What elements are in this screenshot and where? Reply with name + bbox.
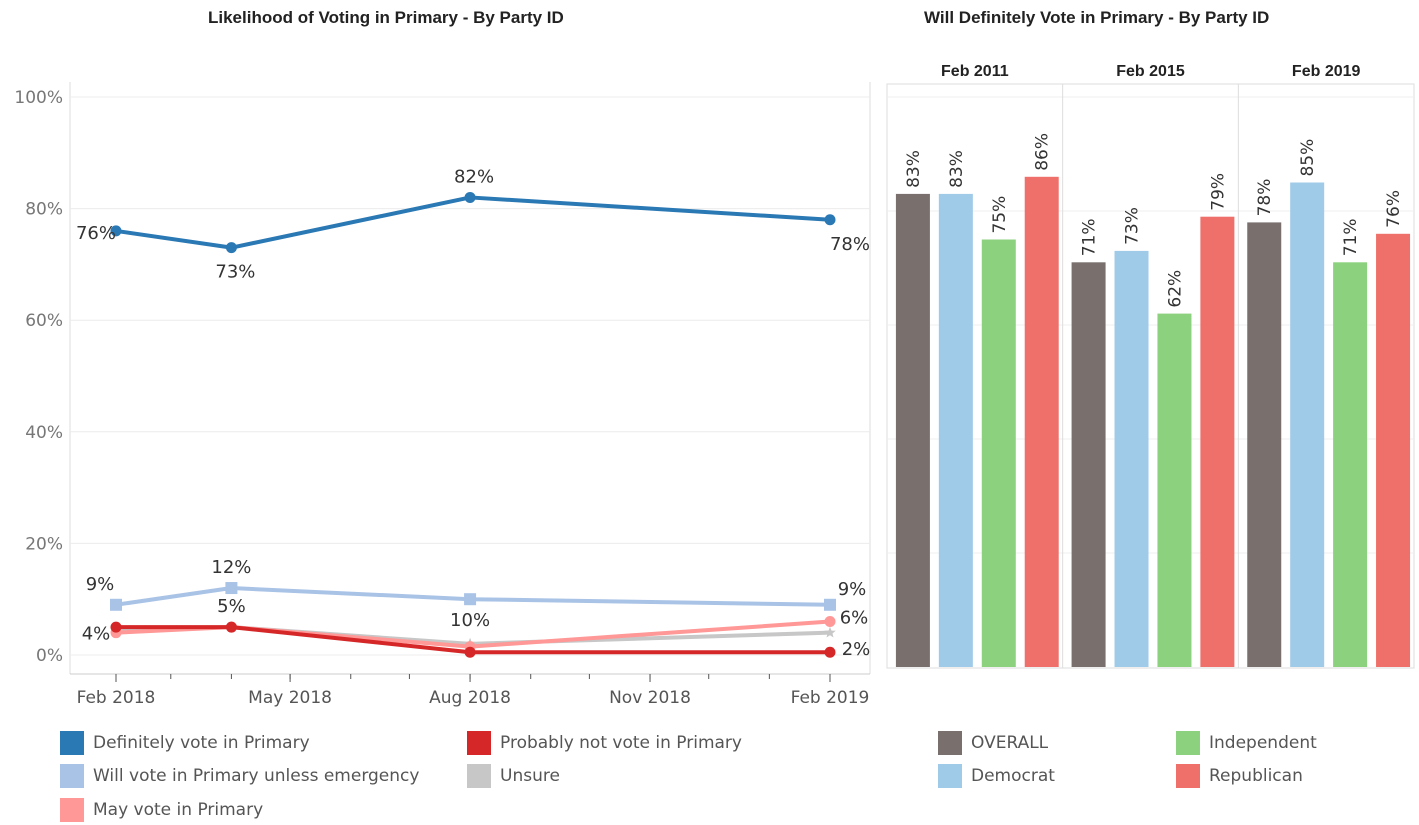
bar-value-label: 85% [1298,139,1318,177]
x-tick-label: Feb 2019 [791,688,870,708]
series-point [824,214,836,226]
series-line [115,619,831,649]
series-point [110,225,122,237]
y-tick-label: 100% [14,88,63,108]
bar [1157,313,1192,667]
data-label: 78% [830,234,870,255]
bar [1247,222,1282,667]
legend-item[interactable]: Will vote in Primary unless emergency [60,764,419,788]
bar-group-label: Feb 2015 [1116,63,1185,80]
legend-item[interactable]: Republican [1176,764,1303,788]
bar-value-label: 62% [1165,270,1185,308]
bar-group-label: Feb 2011 [941,63,1009,80]
series-line [115,195,831,250]
series-point [110,621,122,633]
legend-swatch [467,731,491,755]
legend-item[interactable]: Democrat [938,764,1055,788]
x-tick-label: Aug 2018 [429,688,511,708]
legend-label: May vote in Primary [93,800,264,820]
bar-value-label: 71% [1080,219,1100,257]
line-chart-title: Likelihood of Voting in Primary - By Par… [208,8,564,27]
data-label: 73% [215,262,255,283]
y-tick-label: 80% [25,200,63,220]
legend-item[interactable]: Independent [1176,731,1317,755]
x-tick-label: May 2018 [248,688,332,708]
series-point [225,582,238,595]
series-point [110,598,122,611]
series-point [464,191,476,203]
series-point [824,616,836,628]
data-label: 4% [82,624,111,645]
legend-swatch [1176,731,1200,755]
bar-value-label: 83% [904,150,924,188]
bar [938,193,973,667]
legend-label: Definitely vote in Primary [93,733,310,753]
legend-swatch [467,764,491,788]
legend-item[interactable]: Probably not vote in Primary [467,731,742,755]
legend-label: Will vote in Primary unless emergency [93,766,420,786]
legend-label: Unsure [500,766,560,786]
bar-plot-border [886,83,1415,669]
y-tick-label: 20% [25,534,63,554]
bar-value-label: 78% [1255,179,1275,217]
bar [1071,262,1106,667]
data-label: 82% [454,166,494,187]
bar [1290,182,1325,667]
data-label: 9% [838,579,867,600]
series-point [824,646,836,658]
bar [1200,216,1235,667]
x-tick-label: Nov 2018 [609,688,691,708]
bar-group-label: Feb 2019 [1292,63,1361,80]
bar-value-label: 71% [1341,219,1361,257]
data-label: 5% [217,596,246,617]
series-point [824,626,836,638]
bar-value-label: 75% [990,196,1010,234]
series-point [824,598,836,611]
bar-chart-title: Will Definitely Vote in Primary - By Par… [924,8,1270,27]
y-tick-label: 0% [36,646,63,666]
data-label: 12% [211,557,251,578]
series-point [464,593,477,606]
legend-label: Probably not vote in Primary [500,733,742,753]
series-line [115,586,831,607]
series-line [116,625,830,655]
y-tick-label: 40% [25,423,63,443]
legend-item[interactable]: Definitely vote in Primary [60,731,310,755]
legend-swatch [60,731,84,755]
series-point [464,646,476,658]
legend-label: Republican [1209,766,1303,786]
data-label: 76% [76,223,116,244]
series-point [225,621,237,633]
bar-value-label: 83% [947,150,967,188]
legend-label: Independent [1209,733,1317,753]
bar [1114,250,1149,667]
legend-item[interactable]: OVERALL [938,731,1048,755]
legend-swatch [1176,764,1200,788]
bar [981,239,1016,667]
data-label: 6% [840,608,869,629]
data-label: 9% [86,574,115,595]
bar [1024,176,1059,668]
y-tick-label: 60% [25,311,63,331]
bar-value-label: 73% [1123,207,1143,245]
bar [1376,233,1411,668]
bar-value-label: 76% [1384,190,1404,228]
data-label: 2% [842,639,871,660]
legend-label: Democrat [971,766,1055,786]
bar [895,193,930,667]
bar-value-label: 79% [1208,173,1228,211]
legend-swatch [938,731,962,755]
legend-item[interactable]: Unsure [467,764,560,788]
legend-swatch [60,798,84,822]
bar-value-label: 86% [1033,133,1053,171]
legend-label: OVERALL [971,733,1049,753]
legend-swatch [60,764,84,788]
bar [1333,262,1368,667]
legend-item[interactable]: May vote in Primary [60,798,263,822]
x-tick-label: Feb 2018 [77,688,156,708]
data-label: 10% [450,610,490,631]
legend-swatch [938,764,962,788]
series-point [225,242,237,254]
